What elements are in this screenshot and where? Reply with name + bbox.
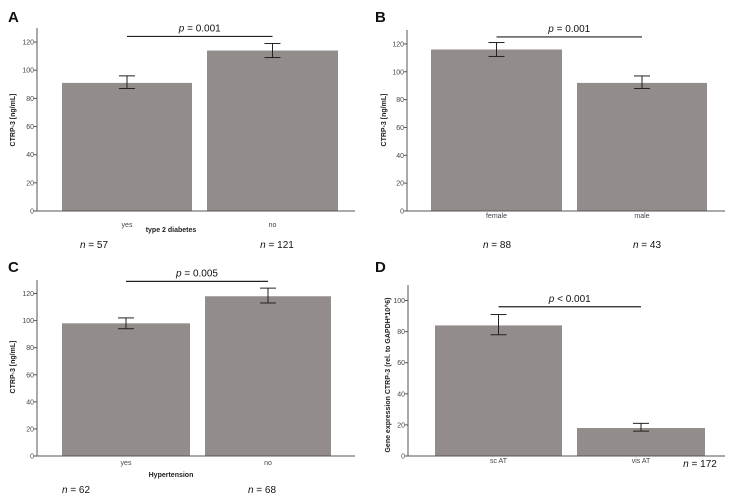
panel-letter: C [8, 259, 19, 276]
error-bar [634, 75, 650, 89]
panel-letter: D [375, 259, 386, 276]
bar-no [205, 296, 331, 456]
panel-d: D 0 20 40 60 80 100 sc AT vis AT Gene expression … [375, 259, 725, 470]
sample-size-label: n = 121 [260, 240, 294, 251]
x-tick-label: sc AT [490, 458, 508, 465]
y-tick-label: 20 [396, 181, 404, 188]
y-tick-label: 120 [22, 291, 34, 298]
y-tick-label: 100 [393, 298, 405, 305]
bar-female [431, 49, 562, 211]
bar-no [207, 50, 338, 212]
bar-yes [62, 82, 192, 212]
sample-size-label: n = 88 [483, 240, 512, 251]
y-tick-label: 20 [26, 180, 34, 187]
y-tick-label: 120 [22, 40, 34, 47]
x-tick-label: no [269, 222, 277, 229]
bar-vis-AT [577, 428, 705, 456]
x-tick-label: vis AT [632, 458, 651, 465]
y-tick-label: 80 [396, 97, 404, 104]
y-tick-label: 40 [396, 153, 404, 160]
panel-a: A 0 20 40 60 80 100 120 yes no CTRP-3 [ng/mL] type … [8, 9, 355, 251]
y-axis-label: Gene expression CTRP-3 (rel. to GAPDH*10… [384, 297, 392, 452]
y-axis-label: CTRP-3 [ng/mL] [381, 94, 388, 147]
bar-male [577, 82, 707, 212]
y-tick-label: 80 [397, 329, 405, 336]
x-axis-label: type 2 diabetes [146, 227, 197, 234]
y-tick-label: 100 [22, 68, 34, 75]
sample-size-label: n = 172 [683, 459, 717, 470]
significance-label: p = 0.005 [175, 268, 218, 279]
y-tick-label: 60 [397, 360, 405, 367]
error-bar [119, 75, 135, 90]
x-tick-label: male [634, 213, 649, 220]
significance-label: p = 0.001 [178, 23, 221, 34]
y-tick-label: 40 [26, 399, 34, 406]
error-bar [264, 42, 281, 59]
y-tick-label: 0 [401, 454, 405, 461]
y-tick-label: 40 [26, 152, 34, 159]
x-axis-label: Hypertension [149, 472, 194, 479]
x-tick-label: yes [121, 460, 132, 467]
y-axis-label: CTRP-3 [ng/mL] [10, 341, 17, 394]
bar-yes [62, 323, 190, 456]
y-tick-label: 60 [26, 124, 34, 131]
error-bar [488, 42, 505, 57]
panel-letter: A [8, 9, 19, 26]
significance-label: p < 0.001 [548, 294, 591, 305]
panel-c: C 0 20 40 60 80 100 120 yes no CTRP-3 [ng/mL] Hyper… [8, 259, 355, 496]
y-tick-label: 100 [22, 318, 34, 325]
y-axis-label: CTRP-3 [ng/mL] [10, 94, 17, 147]
y-tick-label: 20 [26, 426, 34, 433]
bar-sc-AT [435, 325, 562, 456]
sample-size-label: n = 62 [62, 485, 91, 496]
y-tick-label: 60 [26, 372, 34, 379]
x-tick-label: yes [122, 222, 133, 229]
y-tick-label: 80 [26, 345, 34, 352]
y-tick-label: 80 [26, 96, 34, 103]
y-tick-label: 0 [400, 209, 404, 216]
error-bar [633, 422, 649, 432]
y-tick-label: 60 [396, 125, 404, 132]
panel-b: B 0 20 40 60 80 100 120 female male CTRP-3 [ng/mL]… [375, 9, 725, 251]
sample-size-label: n = 68 [248, 485, 277, 496]
x-tick-label: female [486, 213, 507, 220]
sample-size-label: n = 43 [633, 240, 662, 251]
y-tick-label: 20 [397, 422, 405, 429]
x-tick-label: no [264, 460, 272, 467]
y-tick-label: 0 [30, 454, 34, 461]
y-tick-label: 120 [392, 41, 404, 48]
sample-size-label: n = 57 [80, 240, 109, 251]
significance-label: p = 0.001 [547, 24, 590, 35]
y-tick-label: 100 [392, 69, 404, 76]
error-bar [118, 317, 134, 330]
error-bar [490, 314, 507, 336]
y-tick-label: 40 [397, 391, 405, 398]
y-tick-label: 0 [30, 209, 34, 216]
panel-letter: B [375, 9, 386, 26]
error-bar [260, 287, 276, 304]
